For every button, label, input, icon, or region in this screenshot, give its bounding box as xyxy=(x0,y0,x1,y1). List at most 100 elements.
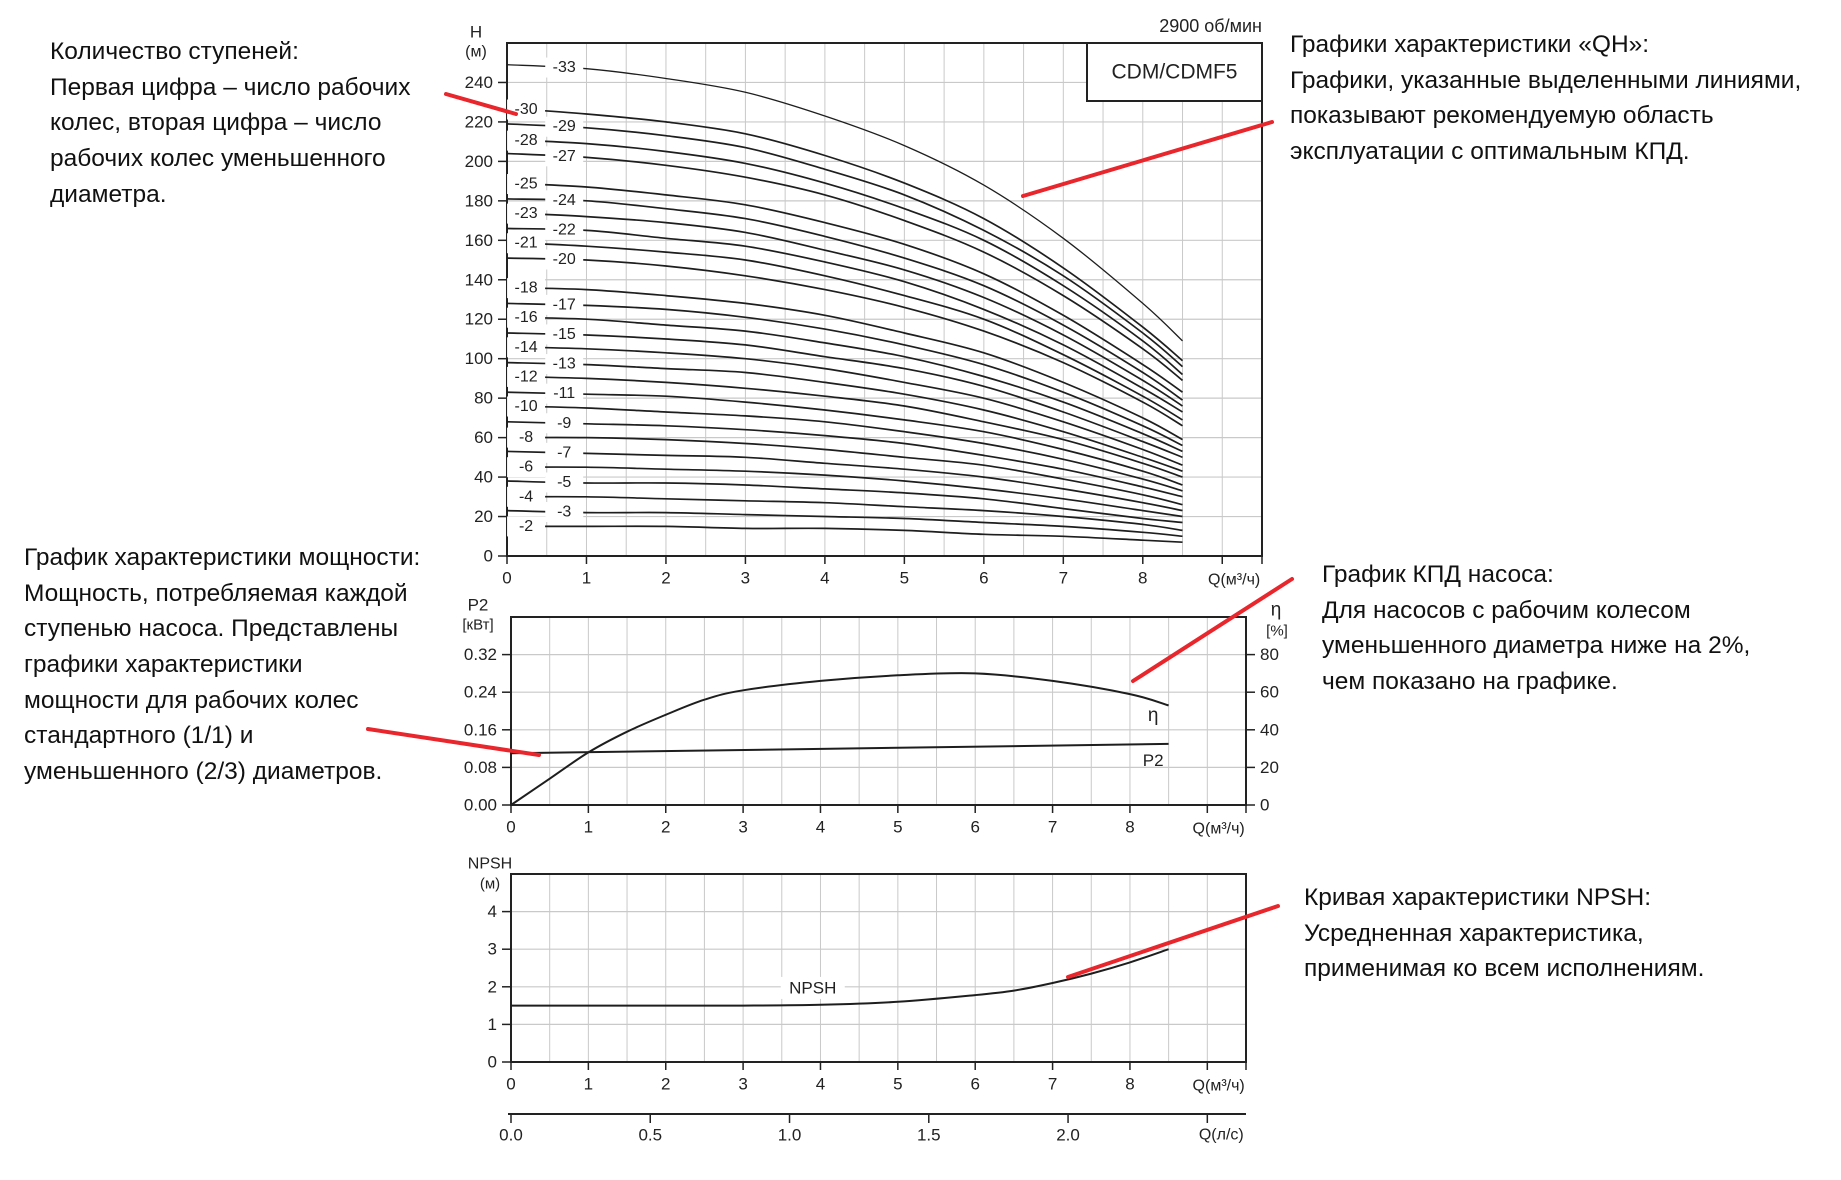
curve-label-bg xyxy=(545,57,584,78)
qh-curve xyxy=(506,182,1183,393)
qh-curve xyxy=(506,211,1183,407)
curve-label: -9 xyxy=(557,415,571,432)
y-tick-label: 40 xyxy=(474,468,493,487)
plot-frame xyxy=(506,42,1263,557)
y2-tick-label: 60 xyxy=(1260,683,1279,702)
y-tick-label: 200 xyxy=(465,152,493,171)
y-axis-label: NPSH xyxy=(468,856,512,873)
qh-curve xyxy=(506,123,1184,368)
y-tick-label: 20 xyxy=(474,507,493,526)
annotation-line: График характеристики мощности: xyxy=(24,544,421,571)
qh-curve xyxy=(506,302,1183,447)
curve-label: -13 xyxy=(553,356,576,373)
y-tick-label: 0.16 xyxy=(464,720,497,739)
curve-label-bg xyxy=(545,502,584,523)
annotation-power: График характеристики мощности: Мощность… xyxy=(24,540,420,790)
curve-label: -23 xyxy=(515,205,538,222)
x-tick-label: 4 xyxy=(816,818,825,837)
x-tick-label: 5 xyxy=(900,569,909,588)
y2-tick-label: 40 xyxy=(1260,720,1279,739)
x-tick-label: 3 xyxy=(738,1075,747,1094)
y-tick-label: 140 xyxy=(465,270,493,289)
x-tick-label: 6 xyxy=(979,569,988,588)
qh-curve xyxy=(507,525,1183,544)
annotation-line: применимая ко всем исполнениям. xyxy=(1304,955,1705,983)
annotation-line: эксплуатации с оптимальным КПД. xyxy=(1290,138,1690,166)
qh-curve xyxy=(506,64,1183,342)
curve-label: -10 xyxy=(515,398,538,415)
y-tick-label: 240 xyxy=(465,73,493,92)
curve-label: -6 xyxy=(519,459,533,476)
qh-curve xyxy=(506,198,1183,401)
curve-label-bg xyxy=(545,383,584,404)
annotation-line: графики характеристики xyxy=(24,651,303,679)
power-curve xyxy=(510,742,1169,755)
curve-label: -24 xyxy=(553,192,576,209)
plot-frame xyxy=(510,873,1247,1063)
curve-label-bg xyxy=(507,130,546,151)
y2-tick-label: 20 xyxy=(1260,758,1279,777)
curve-label: -22 xyxy=(553,221,576,238)
x-tick-label: 4 xyxy=(820,569,829,588)
curve-label: -17 xyxy=(553,296,576,313)
annotation-line: Для насосов с рабочим колесом xyxy=(1322,596,1691,624)
qh-curve xyxy=(506,420,1183,498)
y2-tick-label: 80 xyxy=(1260,645,1279,664)
qh-curve xyxy=(506,332,1183,459)
curve-label: -12 xyxy=(515,368,538,385)
annotation-pointer-line xyxy=(366,727,541,757)
y-axis-label: P2 xyxy=(468,596,489,615)
curve-label-bg xyxy=(545,472,584,493)
y-tick-label: 160 xyxy=(465,231,493,250)
curve-label-bg xyxy=(507,337,546,358)
y-tick-label: 0.08 xyxy=(464,758,497,777)
curve-label-bg xyxy=(507,486,546,507)
y-axis-unit: (м) xyxy=(465,44,487,61)
curve-label: -7 xyxy=(557,444,571,461)
curve-label: -16 xyxy=(515,309,538,326)
speed-label: 2900 об/мин xyxy=(1159,16,1262,36)
y-tick-label: 1 xyxy=(488,1015,497,1034)
curve-label: -20 xyxy=(553,251,576,268)
x-tick-label: 0 xyxy=(506,818,515,837)
y-tick-label: 60 xyxy=(474,428,493,447)
qh-curve xyxy=(506,152,1184,382)
y2-tick-label: 0 xyxy=(1260,796,1269,815)
annotation-line: диаметра. xyxy=(50,180,167,208)
curve-label: -14 xyxy=(515,339,538,356)
annotation-efficiency: График КПД насоса: Для насосов с рабочим… xyxy=(1322,557,1750,700)
y-tick-label: 0 xyxy=(488,1053,497,1072)
annotation-line: Кривая характеристики NPSH: xyxy=(1304,884,1651,911)
annotation-line: показывают рекомендуемую область xyxy=(1290,102,1714,130)
x-tick-label: 4 xyxy=(816,1075,825,1094)
y-axis-label: H xyxy=(470,23,482,42)
chart-qh: 0 20 40 60 80 100 120 140 160 180 200 220 240 0 1 2 3 4 5 6… xyxy=(465,16,1263,589)
curve-label-bg xyxy=(507,396,546,417)
efficiency-curve xyxy=(510,672,1169,806)
qh-curve xyxy=(506,241,1183,421)
y2-axis-unit: [%] xyxy=(1266,623,1288,640)
curve-label: -33 xyxy=(553,59,576,76)
curve-label-bg xyxy=(507,427,546,448)
curve-label: -18 xyxy=(515,280,538,297)
y-tick-label: 100 xyxy=(465,349,493,368)
x-tick-label: 7 xyxy=(1059,569,1068,588)
qh-curve xyxy=(506,316,1183,453)
curve-label-bg xyxy=(507,307,546,328)
curve-label: -21 xyxy=(515,235,538,252)
qh-curve xyxy=(506,509,1183,538)
model-label: CDM/CDMF5 xyxy=(1112,61,1238,84)
curve-label-bg xyxy=(545,442,584,463)
x-tick-label: 8 xyxy=(1125,1075,1134,1094)
secondary-x-tick-label: 1.5 xyxy=(917,1126,941,1145)
curve-label-bg xyxy=(507,233,546,254)
curve-label: -11 xyxy=(553,385,575,402)
annotation-line: стандартного (1/1) и xyxy=(24,722,254,750)
curve-label-bg xyxy=(545,294,584,315)
annotation-line: уменьшенного диаметра ниже на 2%, xyxy=(1322,632,1751,660)
annotation-line: Графики, указанные выделенными линиями, xyxy=(1290,66,1802,94)
annotation-line: Мощность, потребляемая каждой xyxy=(24,579,408,607)
annotation-pointer-line xyxy=(1066,904,1280,979)
curve-label-bg xyxy=(507,174,546,195)
y-axis-unit: (м) xyxy=(480,876,500,893)
